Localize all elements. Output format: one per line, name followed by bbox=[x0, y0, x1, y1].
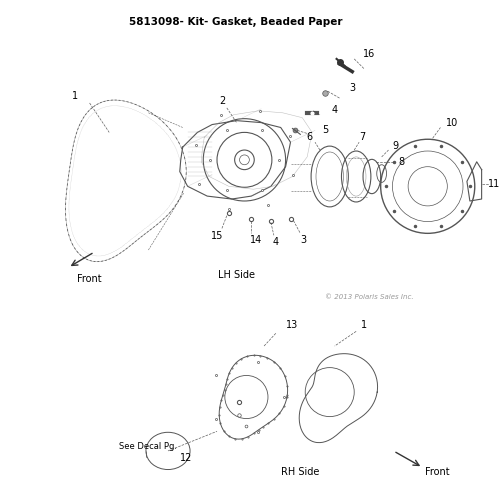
Text: 15: 15 bbox=[211, 232, 223, 241]
Text: LH Side: LH Side bbox=[218, 270, 255, 280]
Text: 3: 3 bbox=[349, 84, 356, 94]
Text: 1: 1 bbox=[72, 91, 78, 101]
Text: 14: 14 bbox=[250, 235, 262, 245]
Text: 8: 8 bbox=[398, 157, 404, 167]
Text: 2: 2 bbox=[219, 96, 225, 106]
Text: 3: 3 bbox=[300, 235, 306, 245]
Text: 9: 9 bbox=[392, 141, 398, 151]
Text: 12: 12 bbox=[180, 453, 192, 463]
Text: 5: 5 bbox=[322, 126, 328, 136]
Text: 6: 6 bbox=[306, 132, 312, 142]
Text: 5813098- Kit- Gasket, Beaded Paper: 5813098- Kit- Gasket, Beaded Paper bbox=[129, 16, 342, 26]
Text: 13: 13 bbox=[286, 320, 298, 330]
Text: RH Side: RH Side bbox=[281, 468, 320, 477]
Text: 1: 1 bbox=[361, 320, 367, 330]
Text: Front: Front bbox=[78, 274, 102, 284]
Text: 11: 11 bbox=[488, 180, 500, 190]
Text: 4: 4 bbox=[272, 237, 279, 247]
Text: 10: 10 bbox=[446, 118, 458, 128]
Text: See Decal Pg.: See Decal Pg. bbox=[119, 442, 177, 450]
Text: Front: Front bbox=[425, 468, 450, 477]
Text: 4: 4 bbox=[332, 105, 338, 115]
Text: 7: 7 bbox=[359, 132, 365, 142]
Text: © 2013 Polaris Sales Inc.: © 2013 Polaris Sales Inc. bbox=[325, 294, 414, 300]
Text: 16: 16 bbox=[363, 49, 375, 59]
